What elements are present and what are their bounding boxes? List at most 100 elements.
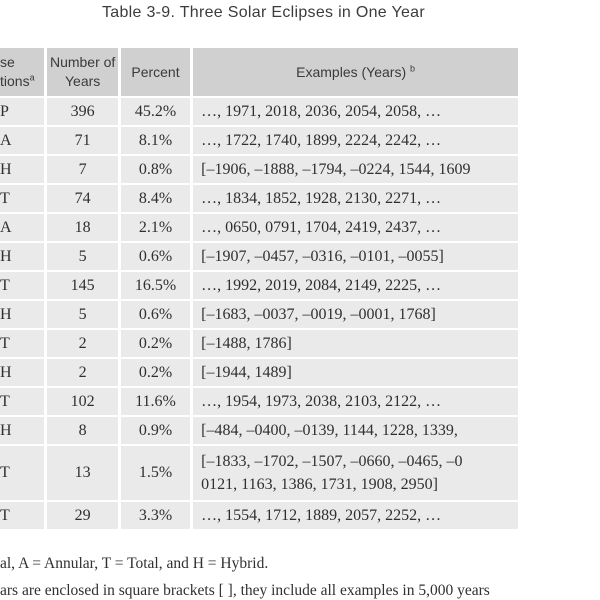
percent-cell: 0.2%: [120, 359, 191, 386]
years-cell: 396: [47, 98, 118, 125]
examples-cell: …, 0650, 0791, 1704, 2419, 2437, …: [193, 214, 518, 241]
table-row: T 2 0.2% [–1488, 1786]: [0, 330, 518, 357]
percent-cell: 0.2%: [120, 330, 191, 357]
examples-line: …, 1992, 2019, 2084, 2149, 2225, …: [201, 277, 442, 294]
combo-cell: T: [0, 446, 45, 500]
examples-cell: [–1833, –1702, –1507, –0660, –0465, –0 01…: [193, 446, 518, 500]
combo-cell: T: [0, 388, 45, 415]
examples-line: [–1833, –1702, –1507, –0660, –0465, –0: [201, 453, 463, 470]
footnote-a: al, A = Annular, T = Total, and H = Hybr…: [0, 555, 269, 572]
examples-cell: …, 1992, 2019, 2084, 2149, 2225, …: [193, 272, 518, 299]
years-cell: 13: [47, 446, 118, 500]
table-row: P 396 45.2% …, 1971, 2018, 2036, 2054, 2058…: [0, 98, 518, 125]
examples-line: …, 1722, 1740, 1899, 2224, 2242, …: [201, 132, 442, 149]
header-combinations-line1: se: [0, 54, 15, 70]
combo-cell: T: [0, 330, 45, 357]
header-row: se tionsa Number of Years Percent Exampl…: [0, 48, 518, 96]
examples-line: 0121, 1163, 1386, 1731, 1908, 2950]: [201, 476, 438, 493]
examples-cell: …, 1554, 1712, 1889, 2057, 2252, …: [193, 502, 518, 529]
table-row: T 102 11.6% …, 1954, 1973, 2038, 2103, 2122…: [0, 388, 518, 415]
table-header: se tionsa Number of Years Percent Exampl…: [0, 48, 518, 96]
table-row: T 13 1.5% [–1833, –1702, –1507, –0660, –046…: [0, 446, 518, 500]
header-years-line1: Number of: [49, 54, 116, 70]
years-cell: 74: [47, 185, 118, 212]
examples-line: [–484, –0400, –0139, 1144, 1228, 1339,: [201, 422, 458, 439]
percent-cell: 8.1%: [120, 127, 191, 154]
combo-cell: T: [0, 272, 45, 299]
eclipse-table: se tionsa Number of Years Percent Exampl…: [0, 46, 521, 531]
header-combinations: se tionsa: [0, 48, 45, 96]
footnote-marker-a: a: [29, 72, 35, 83]
header-combinations-line2: tions: [0, 73, 30, 89]
percent-cell: 45.2%: [120, 98, 191, 125]
examples-line: [–1488, 1786]: [201, 335, 292, 352]
percent-cell: 0.9%: [120, 417, 191, 444]
percent-cell: 16.5%: [120, 272, 191, 299]
table-row: H 7 0.8% [–1906, –1888, –1794, –0224, 1544,…: [0, 156, 518, 183]
examples-cell: [–484, –0400, –0139, 1144, 1228, 1339,: [193, 417, 518, 444]
years-cell: 102: [47, 388, 118, 415]
years-cell: 71: [47, 127, 118, 154]
combo-cell: A: [0, 214, 45, 241]
combo-cell: H: [0, 417, 45, 444]
examples-line: …, 1954, 1973, 2038, 2103, 2122, …: [201, 393, 442, 410]
years-cell: 8: [47, 417, 118, 444]
table-title: Table 3-9. Three Solar Eclipses in One Y…: [101, 4, 425, 21]
examples-line: …, 1834, 1852, 1928, 2130, 2271, …: [201, 190, 442, 207]
table-body: P 396 45.2% …, 1971, 2018, 2036, 2054, 2058…: [0, 98, 518, 529]
years-cell: 2: [47, 359, 118, 386]
examples-cell: …, 1971, 2018, 2036, 2054, 2058, …: [193, 98, 518, 125]
examples-line: …, 1971, 2018, 2036, 2054, 2058, …: [201, 103, 442, 120]
table-row: A 71 8.1% …, 1722, 1740, 1899, 2224, 2242, …: [0, 127, 518, 154]
examples-cell: …, 1722, 1740, 1899, 2224, 2242, …: [193, 127, 518, 154]
combo-cell: H: [0, 243, 45, 270]
percent-cell: 0.6%: [120, 243, 191, 270]
footnote-b: ars are enclosed in square brackets [ ],…: [0, 582, 490, 599]
percent-cell: 2.1%: [120, 214, 191, 241]
table-row: H 5 0.6% [–1907, –0457, –0316, –0101, –0055…: [0, 243, 518, 270]
table-row: A 18 2.1% …, 0650, 0791, 1704, 2419, 2437, …: [0, 214, 518, 241]
percent-cell: 0.6%: [120, 301, 191, 328]
examples-line: …, 1554, 1712, 1889, 2057, 2252, …: [201, 507, 442, 524]
header-examples-label: Examples (Years): [296, 63, 410, 80]
table-row: H 8 0.9% [–484, –0400, –0139, 1144, 1228, 1…: [0, 417, 518, 444]
examples-line: [–1683, –0037, –0019, –0001, 1768]: [201, 306, 436, 323]
combo-cell: T: [0, 185, 45, 212]
header-examples: Examples (Years) b: [193, 48, 518, 96]
percent-cell: 11.6%: [120, 388, 191, 415]
years-cell: 2: [47, 330, 118, 357]
years-cell: 5: [47, 301, 118, 328]
examples-cell: [–1907, –0457, –0316, –0101, –0055]: [193, 243, 518, 270]
years-cell: 7: [47, 156, 118, 183]
examples-line: [–1907, –0457, –0316, –0101, –0055]: [201, 248, 444, 265]
examples-line: …, 0650, 0791, 1704, 2419, 2437, …: [201, 219, 442, 236]
combo-cell: H: [0, 156, 45, 183]
table-row: T 145 16.5% …, 1992, 2019, 2084, 2149, 2225…: [0, 272, 518, 299]
percent-cell: 1.5%: [120, 446, 191, 500]
combo-cell: H: [0, 359, 45, 386]
examples-cell: [–1683, –0037, –0019, –0001, 1768]: [193, 301, 518, 328]
table-row: T 29 3.3% …, 1554, 1712, 1889, 2057, 2252, …: [0, 502, 518, 529]
header-number-of-years: Number of Years: [47, 48, 118, 96]
years-cell: 18: [47, 214, 118, 241]
table-row: T 74 8.4% …, 1834, 1852, 1928, 2130, 2271, …: [0, 185, 518, 212]
combo-cell: T: [0, 502, 45, 529]
header-percent: Percent: [120, 48, 191, 96]
footnote-marker-b: b: [410, 62, 416, 73]
header-years-line2: Years: [64, 73, 101, 89]
combo-cell: A: [0, 127, 45, 154]
examples-cell: [–1906, –1888, –1794, –0224, 1544, 1609: [193, 156, 518, 183]
table-row: H 5 0.6% [–1683, –0037, –0019, –0001, 1768]: [0, 301, 518, 328]
years-cell: 145: [47, 272, 118, 299]
years-cell: 5: [47, 243, 118, 270]
percent-cell: 0.8%: [120, 156, 191, 183]
years-cell: 29: [47, 502, 118, 529]
examples-cell: …, 1834, 1852, 1928, 2130, 2271, …: [193, 185, 518, 212]
table-row: H 2 0.2% [–1944, 1489]: [0, 359, 518, 386]
examples-line: [–1906, –1888, –1794, –0224, 1544, 1609: [201, 161, 471, 178]
examples-line: [–1944, 1489]: [201, 364, 292, 381]
examples-cell: …, 1954, 1973, 2038, 2103, 2122, …: [193, 388, 518, 415]
combo-cell: H: [0, 301, 45, 328]
percent-cell: 8.4%: [120, 185, 191, 212]
